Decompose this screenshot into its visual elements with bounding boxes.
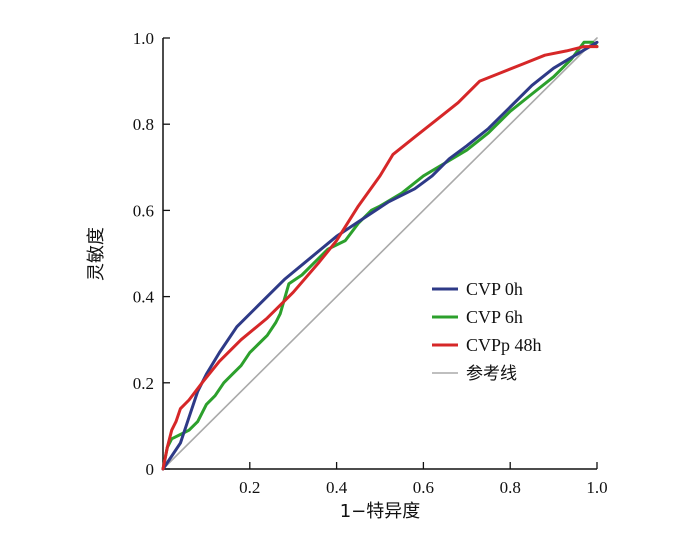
y-tick-label: 0.8: [133, 115, 154, 134]
y-tick-label: 0: [146, 460, 155, 479]
y-tick-label: 1.0: [133, 29, 154, 48]
x-tick-label: 0.4: [326, 478, 348, 497]
y-axis-title: 灵敏度: [86, 227, 107, 281]
legend: CVP 0h CVP 6h CVPp 48h 参考线: [432, 279, 542, 384]
legend-label-1: CVP 6h: [466, 307, 523, 327]
legend-label-3: 参考线: [466, 364, 517, 384]
series-line-1: [161, 40, 599, 471]
y-tick-label: 0.2: [133, 374, 154, 393]
x-tick-label: 0.2: [239, 478, 260, 497]
x-tick-label: 0.6: [413, 478, 434, 497]
legend-label-2: CVPp 48h: [466, 335, 542, 355]
series-line-3: [162, 37, 598, 470]
series-line-2: [161, 45, 599, 471]
x-axis-title: 1−特异度: [340, 501, 421, 522]
legend-label-0: CVP 0h: [466, 279, 523, 299]
axes: 0.2 0.4 0.6 0.8 1.0 0 0.2 0.4 0.6 0.8 1.0: [133, 29, 608, 497]
x-tick-label: 1.0: [586, 478, 607, 497]
x-tick-label: 0.8: [500, 478, 521, 497]
y-tick-label: 0.4: [133, 288, 155, 307]
series-line-0: [161, 40, 599, 471]
series-lines: [161, 37, 599, 471]
y-tick-label: 0.6: [133, 201, 154, 220]
